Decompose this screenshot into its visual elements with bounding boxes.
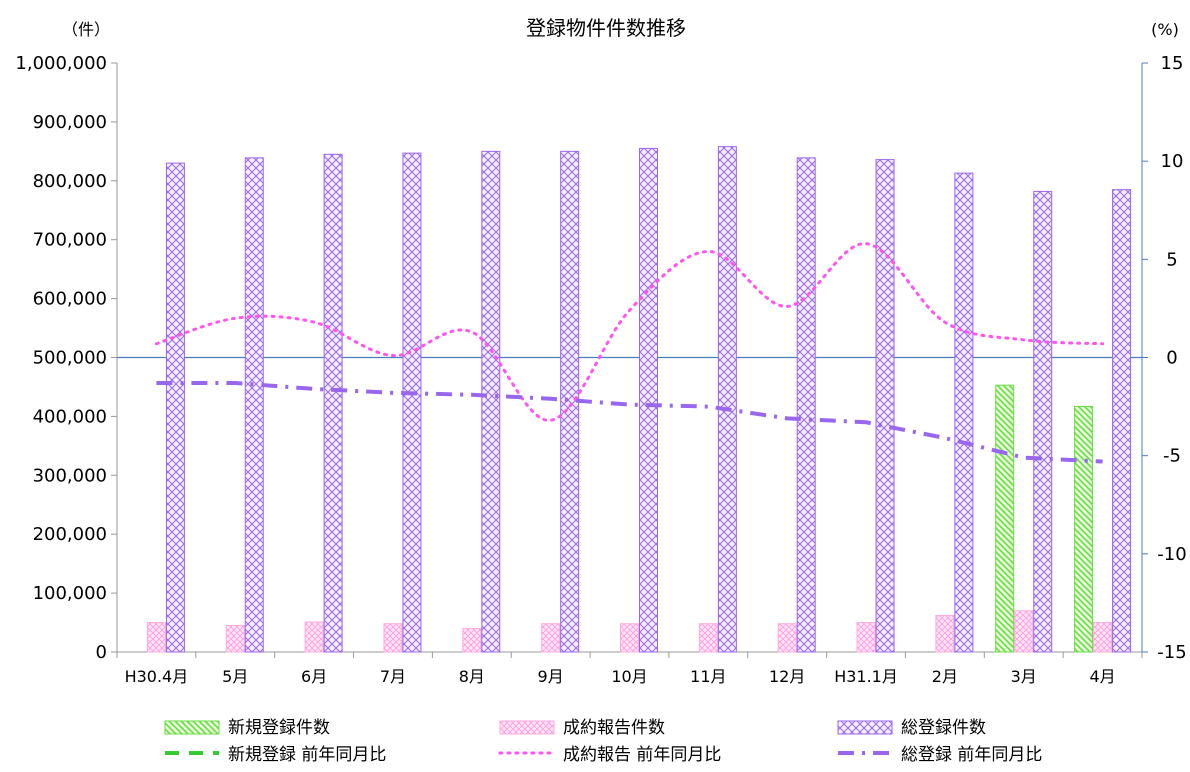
legend-swatch-bar xyxy=(837,720,893,735)
bar-total xyxy=(323,153,343,653)
bar-contract xyxy=(698,623,718,653)
category-label: 6月 xyxy=(301,667,327,686)
right-tick-label: -5 xyxy=(1163,446,1181,467)
category-label: 10月 xyxy=(611,667,647,686)
bar-total xyxy=(1033,190,1053,653)
right-tick-label: 5 xyxy=(1166,249,1177,270)
legend-label: 新規登録 前年同月比 xyxy=(228,745,386,765)
line-contract-yoy xyxy=(154,242,1105,422)
right-tick-label: -15 xyxy=(1157,642,1186,663)
right-tick-label: 15 xyxy=(1161,53,1184,74)
bar-total xyxy=(244,157,264,653)
category-label: 5月 xyxy=(222,667,248,686)
category-label: 8月 xyxy=(459,667,485,686)
legend-label: 成約報告 前年同月比 xyxy=(563,745,721,765)
left-tick-label: 100,000 xyxy=(33,583,107,604)
bar-contract xyxy=(856,622,876,653)
left-tick-label: 0 xyxy=(96,642,107,663)
bar-total xyxy=(717,146,737,653)
bar-contract xyxy=(1093,622,1113,653)
bar-total xyxy=(875,159,895,653)
legend-label: 総登録 前年同月比 xyxy=(901,745,1042,765)
left-tick-label: 300,000 xyxy=(33,465,107,486)
category-label: 11月 xyxy=(690,667,726,686)
bar-contract xyxy=(225,624,245,653)
left-tick-label: 400,000 xyxy=(33,406,107,427)
category-label: H31.1月 xyxy=(834,667,898,686)
bar-total xyxy=(1112,189,1132,653)
bar-total xyxy=(402,152,422,653)
left-tick-label: 1,000,000 xyxy=(15,53,107,74)
legend-label: 成約報告件数 xyxy=(563,718,665,738)
bar-contract xyxy=(383,623,403,653)
plot-area: 0 100,000 200,000 300,000 400,000 500,000 600,… xyxy=(15,53,1186,686)
bar-contract xyxy=(541,623,561,653)
left-tick-label: 600,000 xyxy=(33,289,107,310)
category-label: 4月 xyxy=(1089,667,1115,686)
bar-total xyxy=(639,147,658,653)
bar-contract xyxy=(620,623,639,653)
legend-swatch-bar xyxy=(164,720,220,735)
bar-contract xyxy=(935,614,955,653)
bar-total xyxy=(954,172,974,653)
category-label: 3月 xyxy=(1011,667,1037,686)
bar-contract xyxy=(1014,610,1034,653)
legend-swatch-bar xyxy=(499,720,555,735)
bar-contract xyxy=(777,623,797,653)
category-label: 7月 xyxy=(380,667,406,686)
bar-total xyxy=(481,150,501,653)
right-tick-label: 0 xyxy=(1166,348,1177,369)
bar-total xyxy=(165,162,185,653)
category-label: 2月 xyxy=(932,667,958,686)
category-label: 9月 xyxy=(538,667,564,686)
right-tick-label: 10 xyxy=(1161,151,1184,172)
bar-new xyxy=(1074,405,1094,653)
bar-contract xyxy=(304,621,324,653)
legend-label: 総登録件数 xyxy=(901,718,986,738)
left-tick-label: 500,000 xyxy=(33,348,107,369)
right-tick-label: -10 xyxy=(1157,544,1186,565)
right-axis-unit: (%) xyxy=(1151,20,1179,39)
left-axis-unit: （件） xyxy=(62,20,110,39)
category-label: 12月 xyxy=(769,667,805,686)
bar-total xyxy=(796,157,816,653)
left-tick-label: 900,000 xyxy=(33,112,107,133)
left-tick-label: 700,000 xyxy=(33,230,107,251)
left-tick-label: 800,000 xyxy=(33,171,107,192)
left-tick-label: 200,000 xyxy=(33,524,107,545)
bar-contract xyxy=(462,627,482,653)
bar-contract xyxy=(146,622,166,653)
category-label: H30.4月 xyxy=(125,667,189,686)
bar-new xyxy=(995,384,1015,653)
chart-title: 登録物件件数推移 xyxy=(526,16,686,40)
legend-label: 新規登録件数 xyxy=(228,718,330,738)
